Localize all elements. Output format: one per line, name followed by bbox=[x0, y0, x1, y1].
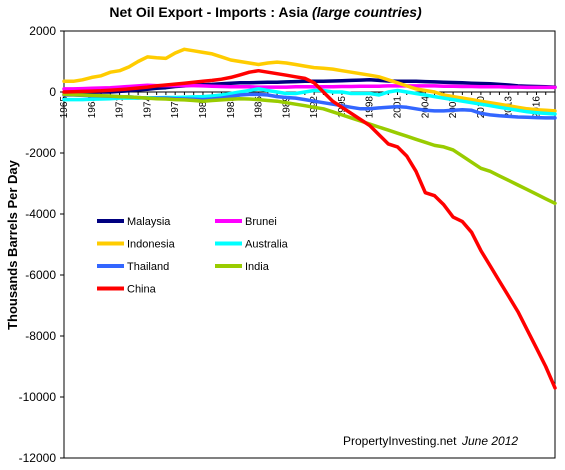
legend-label-thailand: Thailand bbox=[127, 261, 169, 273]
x-tick-label: 1998 bbox=[365, 96, 376, 119]
series-line-brunei bbox=[62, 83, 557, 91]
x-tick-label: 1986 bbox=[254, 96, 265, 119]
y-tick-label: -6000 bbox=[25, 268, 56, 282]
y-axis-ticks: 2000 0 -2000 -4000 -6000 -8000 -10000 -12000 bbox=[19, 24, 64, 465]
series-lines bbox=[62, 47, 557, 390]
y-tick-label: -2000 bbox=[25, 146, 56, 160]
legend-label-brunei: Brunei bbox=[245, 216, 277, 228]
x-tick-label: 1980 bbox=[198, 96, 209, 119]
x-tick-label: 1974 bbox=[142, 96, 153, 119]
x-tick-label: 1968 bbox=[87, 96, 98, 119]
x-tick-label: 1965 bbox=[59, 96, 70, 119]
series-line-china bbox=[62, 68, 557, 390]
legend: Malaysia Brunei Indonesia Australia Thailand… bbox=[97, 216, 289, 296]
credit-source: PropertyInvesting.net bbox=[343, 434, 457, 448]
y-tick-label: 0 bbox=[49, 85, 56, 99]
legend-label-indonesia: Indonesia bbox=[127, 239, 176, 251]
x-tick-label: 2016 bbox=[531, 96, 542, 119]
x-tick-label: 1983 bbox=[226, 96, 237, 119]
y-tick-label: -10000 bbox=[19, 390, 57, 404]
series-line-indonesia bbox=[62, 47, 557, 113]
chart-title-suffix: (large countries) bbox=[312, 4, 422, 20]
x-tick-label: 1989 bbox=[281, 96, 292, 119]
chart-title: Net Oil Export - Imports : Asia bbox=[109, 4, 308, 20]
x-tick-label: 2004 bbox=[420, 96, 431, 119]
y-axis-label: Thousands Barrels Per Day bbox=[5, 159, 20, 330]
y-tick-label: 2000 bbox=[29, 24, 56, 38]
series-line-india bbox=[62, 92, 557, 206]
legend-label-malaysia: Malaysia bbox=[127, 216, 171, 228]
legend-label-australia: Australia bbox=[245, 239, 289, 251]
x-tick-label: 2007 bbox=[448, 96, 459, 119]
legend-label-india: India bbox=[245, 261, 270, 273]
x-tick-label: 1977 bbox=[170, 96, 181, 119]
y-tick-label: -8000 bbox=[25, 329, 56, 343]
legend-label-china: China bbox=[127, 284, 157, 296]
credit-date: June 2012 bbox=[461, 434, 518, 448]
y-tick-label: -12000 bbox=[19, 451, 57, 465]
y-tick-label: -4000 bbox=[25, 207, 56, 221]
x-tick-label: 2010 bbox=[476, 96, 487, 119]
x-tick-label: 1971 bbox=[115, 96, 126, 119]
